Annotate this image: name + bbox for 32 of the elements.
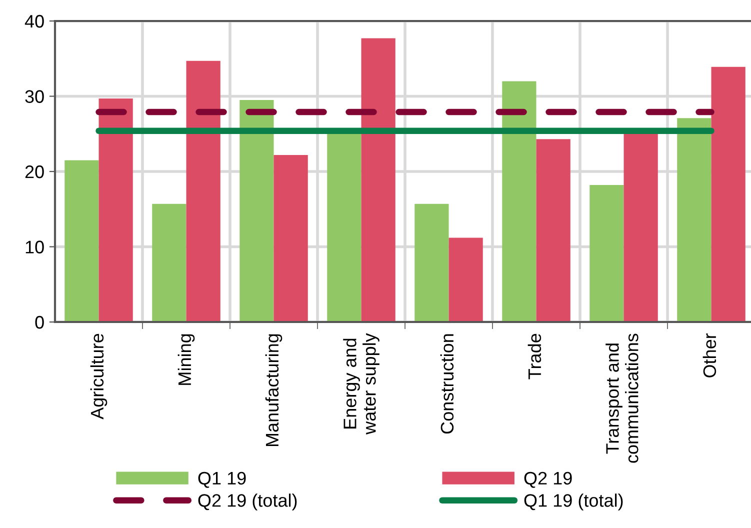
bar xyxy=(274,154,308,322)
bar xyxy=(624,133,658,322)
x-tick-label: Other xyxy=(702,333,716,378)
x-tick-label: Energy and water supply xyxy=(343,333,380,434)
x-tick-label: Agriculture xyxy=(90,334,108,420)
legend-label: Q1 19 (total) xyxy=(524,494,623,510)
bar xyxy=(361,38,396,322)
bar xyxy=(186,60,220,322)
bar xyxy=(590,185,624,322)
y-tick-label: 0 xyxy=(35,316,44,329)
bar xyxy=(152,204,186,322)
x-tick-label: Construction xyxy=(440,334,454,434)
bar xyxy=(414,204,449,322)
bar xyxy=(240,100,274,322)
bar xyxy=(711,66,746,322)
bar xyxy=(448,238,483,322)
legend-label: Q2 19 xyxy=(524,472,572,488)
y-tick-label: 40 xyxy=(24,14,44,28)
bar xyxy=(64,160,99,322)
x-tick-label: Mining xyxy=(178,334,195,385)
bar xyxy=(502,81,536,322)
bar xyxy=(536,139,570,322)
legend-label: Q1 19 xyxy=(198,472,246,488)
x-tick-label: Trade xyxy=(528,334,542,380)
y-tick-label: 20 xyxy=(25,165,44,178)
x-tick-label: Manufacturing xyxy=(265,334,282,446)
legend-label: Q2 19 (total) xyxy=(198,494,297,510)
bar xyxy=(677,118,712,322)
x-tick-label: Transport and communications xyxy=(606,334,638,463)
bar xyxy=(98,98,133,322)
y-tick-label: 10 xyxy=(26,240,44,254)
y-tick-label: 30 xyxy=(25,90,44,103)
